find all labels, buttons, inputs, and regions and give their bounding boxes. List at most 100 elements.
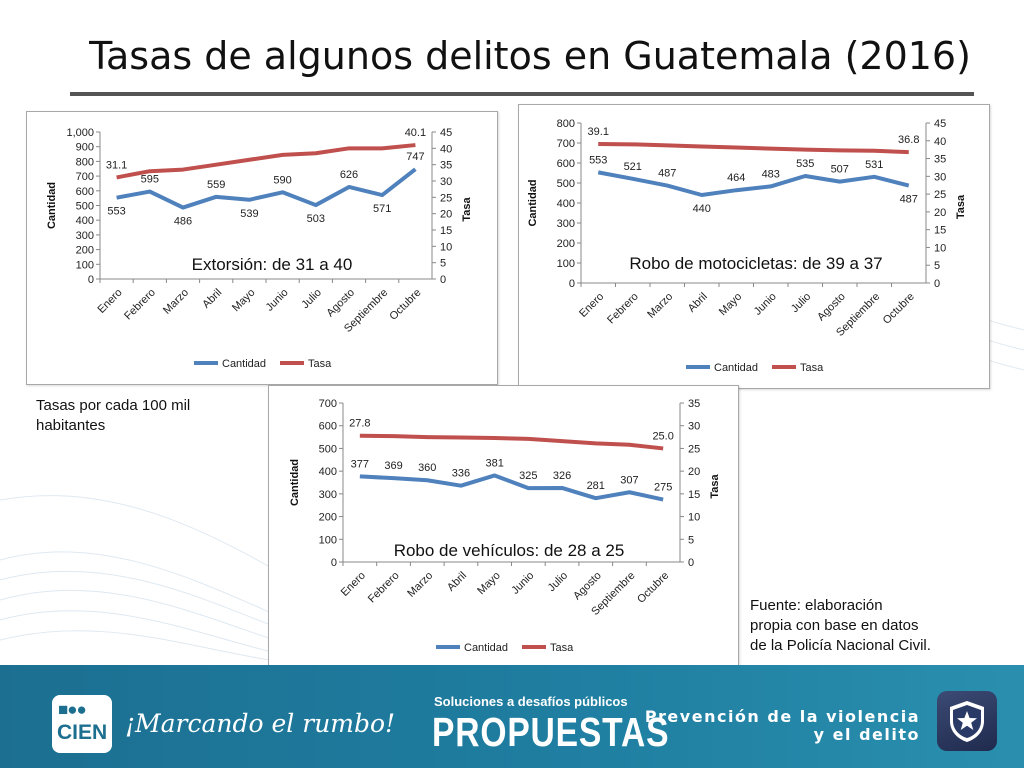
y-tick-label-left: 300 (76, 230, 94, 242)
series-line-tasa (116, 143, 416, 180)
y-axis-title-left: Cantidad (527, 179, 539, 226)
series-line-tasa (359, 433, 664, 451)
y-tick-label-left: 400 (557, 198, 575, 210)
chart-motocicletas: 0 100 200 300 400 500 600 700 800 0 5 10 15 20 25 30 35 4… (527, 118, 967, 374)
y-tick-label-left: 0 (569, 278, 575, 290)
cien-logo-text: CIEN (57, 721, 108, 744)
legend-label-cantidad: Cantidad (714, 362, 758, 374)
x-tick-label: Junio (752, 291, 779, 318)
source-note: Fuente: elaboración propia con base en d… (750, 596, 931, 656)
y-tick-label-right: 20 (934, 207, 946, 219)
source-line2: propia con base en datos (750, 617, 919, 634)
data-label-cantidad: 571 (373, 203, 391, 215)
data-label-tasa: 31.1 (106, 159, 127, 171)
x-tick-label: Agosto (324, 287, 357, 320)
y-tick-label-left: 100 (319, 534, 337, 546)
y-tick-label-right: 45 (934, 118, 946, 130)
y-tick-label-left: 700 (557, 138, 575, 150)
x-tick-label: Agosto (815, 291, 848, 324)
y-tick-label-left: 600 (319, 421, 337, 433)
y-tick-label-left: 800 (76, 156, 94, 168)
data-label-cantidad: 503 (307, 213, 325, 225)
chart-title: Robo de motocicletas: de 39 a 37 (629, 254, 882, 273)
series-line-cantidad (116, 167, 417, 210)
y-tick-label-right: 30 (934, 171, 946, 183)
y-tick-label-right: 25 (440, 192, 452, 204)
y-axis-title-left: Cantidad (46, 182, 58, 229)
x-tick-label: Marzo (645, 291, 675, 321)
y-tick-label-left: 300 (319, 489, 337, 501)
x-tick-label: Octubre (635, 570, 671, 606)
x-tick-label: Febrero (366, 570, 402, 606)
x-tick-label: Marzo (161, 287, 191, 317)
cien-logo-mark: ■●● (58, 700, 87, 719)
source-line3: de la Policía Nacional Civil. (750, 637, 931, 654)
x-tick-label: Octubre (387, 287, 423, 323)
x-tick-label: Agosto (571, 570, 604, 603)
data-label-cantidad: 595 (141, 174, 159, 186)
y-tick-label-left: 600 (76, 186, 94, 198)
x-tick-label: Octubre (881, 291, 917, 327)
y-tick-label-right: 35 (934, 154, 946, 166)
data-label-cantidad: 535 (796, 158, 814, 170)
y-tick-label-right: 35 (440, 160, 452, 172)
data-label-cantidad: 507 (831, 164, 849, 176)
y-tick-label-right: 5 (934, 260, 940, 272)
data-label-cantidad: 539 (240, 208, 258, 220)
x-tick-label: Abril (200, 287, 224, 311)
x-tick-label: Enero (339, 570, 368, 599)
data-label-cantidad: 464 (727, 172, 745, 184)
y-tick-label-right: 30 (688, 421, 700, 433)
data-label-cantidad: 307 (620, 474, 638, 486)
y-tick-label-right: 40 (934, 136, 946, 148)
y-tick-label-left: 0 (88, 274, 94, 286)
legend-label-tasa: Tasa (308, 358, 332, 370)
x-tick-label: Mayo (717, 291, 745, 319)
propuestas-subtitle: Soluciones a desafíos públicos (434, 694, 628, 709)
data-label-tasa: 39.1 (588, 126, 609, 138)
legend-label-tasa: Tasa (800, 362, 824, 374)
y-tick-label-left: 300 (557, 218, 575, 230)
legend-label-cantidad: Cantidad (464, 642, 508, 654)
data-label-cantidad: 559 (207, 179, 225, 191)
y-tick-label-right: 45 (440, 127, 452, 139)
chart-title: Robo de vehículos: de 28 a 25 (394, 541, 625, 560)
y-tick-label-left: 0 (331, 557, 337, 569)
y-tick-label-left: 200 (76, 245, 94, 257)
propuestas-title: PROPUESTAS (432, 709, 670, 755)
data-label-cantidad: 336 (452, 468, 470, 480)
y-tick-label-right: 10 (934, 242, 946, 254)
chart-panel-motocicletas: 0 100 200 300 400 500 600 700 800 0 5 10 15 20 25 30 35 4… (518, 104, 990, 389)
y-tick-label-right: 10 (440, 241, 452, 253)
x-tick-label: Julio (299, 287, 323, 311)
data-label-cantidad: 381 (485, 457, 503, 469)
series-line-cantidad (597, 170, 910, 197)
rate-note: Tasas por cada 100 mil habitantes (36, 396, 190, 436)
x-tick-label: Mayo (475, 570, 503, 598)
y-tick-label-right: 25 (688, 443, 700, 455)
legend-label-cantidad: Cantidad (222, 358, 266, 370)
data-label-cantidad: 626 (340, 169, 358, 181)
data-label-cantidad: 369 (384, 460, 402, 472)
data-label-cantidad: 360 (418, 462, 436, 474)
x-tick-label: Enero (95, 287, 124, 316)
data-label-cantidad: 326 (553, 470, 571, 482)
y-tick-label-left: 500 (319, 443, 337, 455)
y-tick-label-right: 40 (440, 143, 452, 155)
y-tick-label-right: 35 (688, 398, 700, 410)
y-tick-label-left: 700 (319, 398, 337, 410)
y-axis-title-right: Tasa (709, 473, 721, 498)
chart-panel-extorsion: 0 100 200 300 400 500 600 700 800 900 1,000 0 5 10 15 2… (26, 111, 498, 385)
y-tick-label-right: 20 (688, 466, 700, 478)
source-line1: Fuente: elaboración (750, 597, 883, 614)
x-tick-label: Febrero (122, 287, 158, 323)
y-tick-label-left: 400 (76, 215, 94, 227)
data-label-cantidad: 275 (654, 482, 672, 494)
y-tick-label-right: 20 (440, 209, 452, 221)
y-tick-label-right: 15 (934, 225, 946, 237)
y-tick-label-left: 900 (76, 142, 94, 154)
y-tick-label-right: 0 (688, 557, 694, 569)
x-tick-label: Julio (789, 291, 813, 315)
data-label-cantidad: 483 (762, 168, 780, 180)
y-tick-label-left: 600 (557, 158, 575, 170)
